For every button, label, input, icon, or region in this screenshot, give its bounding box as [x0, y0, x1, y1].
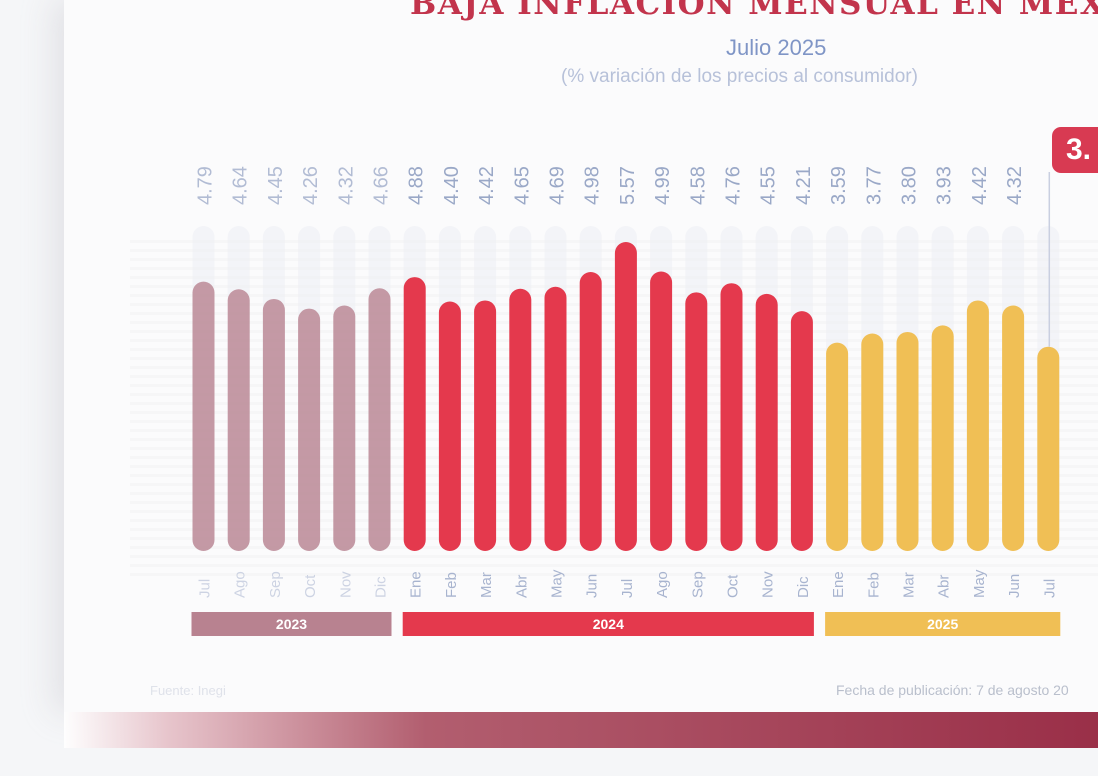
bar-value-label: 3.93	[934, 166, 956, 205]
bar	[614, 242, 637, 551]
chart-title: BAJA INFLACIÓN MENSUAL EN MÉX	[410, 0, 1098, 22]
month-tick-label: Ene	[830, 571, 847, 598]
month-tick-label: Jul	[197, 579, 214, 598]
month-tick-label: Dic	[373, 576, 390, 598]
bar-value-label: 4.45	[265, 166, 287, 205]
bar-value-label: 4.69	[547, 166, 569, 205]
month-tick-label: Ene	[408, 571, 425, 598]
bar-value-label: 4.79	[195, 166, 217, 205]
bar	[790, 311, 813, 551]
bar-value-label: 3.80	[899, 166, 921, 205]
bar	[685, 292, 708, 551]
bar	[333, 305, 356, 551]
bar-value-label: 4.55	[758, 166, 780, 205]
month-tick-label: May	[971, 569, 988, 598]
month-tick-label: Oct	[725, 574, 742, 598]
month-tick-label: Mar	[901, 572, 918, 598]
bar-value-label: 3.59	[828, 166, 850, 205]
month-tick-label: Abr	[513, 575, 530, 598]
month-tick-label: Jul	[1041, 579, 1058, 598]
bar-value-label: 4.42	[476, 166, 498, 205]
bar	[438, 301, 461, 551]
month-tick-label: Dic	[795, 576, 812, 598]
year-band	[191, 612, 392, 636]
year-band-label: 2025	[927, 616, 958, 632]
year-band	[402, 612, 814, 636]
month-tick-label: Oct	[302, 574, 319, 598]
bar	[826, 342, 849, 551]
bar-value-label: 4.88	[406, 166, 428, 205]
bar	[298, 308, 321, 551]
bar-value-label: 4.21	[793, 166, 815, 205]
bar-value-label: 4.42	[969, 166, 991, 205]
bar-value-label: 4.65	[511, 166, 533, 205]
source-label: Fuente: Inegi	[150, 683, 226, 698]
bar	[1002, 305, 1025, 551]
month-tick-label: Nov	[337, 571, 354, 598]
bar-value-label: 4.58	[687, 166, 709, 205]
month-tick-label: Jun	[1006, 574, 1023, 598]
bar	[192, 281, 215, 551]
bar-value-label: 5.57	[617, 166, 639, 205]
month-tick-label: Ago	[654, 571, 671, 598]
bar	[1037, 346, 1060, 551]
bar-value-label: 4.99	[652, 166, 674, 205]
bar-value-label: 4.26	[300, 166, 322, 205]
bar	[755, 293, 778, 551]
bar	[403, 277, 426, 551]
bar-value-label: 4.64	[230, 166, 252, 205]
bar	[474, 300, 497, 551]
bar	[262, 298, 285, 551]
month-tick-label: Sep	[689, 571, 706, 598]
bar-value-label: 4.32	[1004, 166, 1026, 205]
bar-value-label: 4.40	[441, 166, 463, 205]
year-band	[825, 612, 1061, 636]
bar-value-label: 4.66	[371, 166, 393, 205]
month-tick-label: Nov	[760, 571, 777, 598]
month-tick-label: Mar	[478, 572, 495, 598]
month-tick-label: May	[549, 569, 566, 598]
month-tick-label: Sep	[267, 571, 284, 598]
chart-unit-note: (% variación de los precios al consumido…	[561, 66, 918, 87]
bar	[896, 331, 919, 551]
month-tick-label: Ago	[232, 571, 249, 598]
bar	[544, 286, 567, 551]
bar	[650, 271, 673, 551]
bar-value-label: 3.77	[863, 166, 885, 205]
bar	[227, 289, 250, 551]
bar-value-label: 4.76	[723, 166, 745, 205]
bar	[368, 288, 391, 551]
year-band-label: 2023	[276, 616, 307, 632]
bottom-band	[64, 712, 1098, 748]
month-tick-label: Jul	[619, 579, 636, 598]
bar	[509, 288, 532, 551]
bar	[720, 283, 743, 551]
month-tick-label: Feb	[443, 572, 460, 598]
bar	[861, 333, 884, 551]
chart-subtitle: Julio 2025	[726, 35, 827, 60]
month-tick-label: Jun	[584, 574, 601, 598]
bar	[579, 272, 602, 551]
bar-value-label: 4.32	[335, 166, 357, 205]
bar	[966, 300, 989, 551]
bar	[931, 325, 954, 551]
latest-value-badge: 3.	[1052, 127, 1098, 173]
bar-value-label: 4.98	[582, 166, 604, 205]
publication-date: Fecha de publicación: 7 de agosto 20	[836, 682, 1069, 698]
month-tick-label: Feb	[865, 572, 882, 598]
month-tick-label: Abr	[936, 575, 953, 598]
year-band-label: 2024	[593, 616, 624, 632]
